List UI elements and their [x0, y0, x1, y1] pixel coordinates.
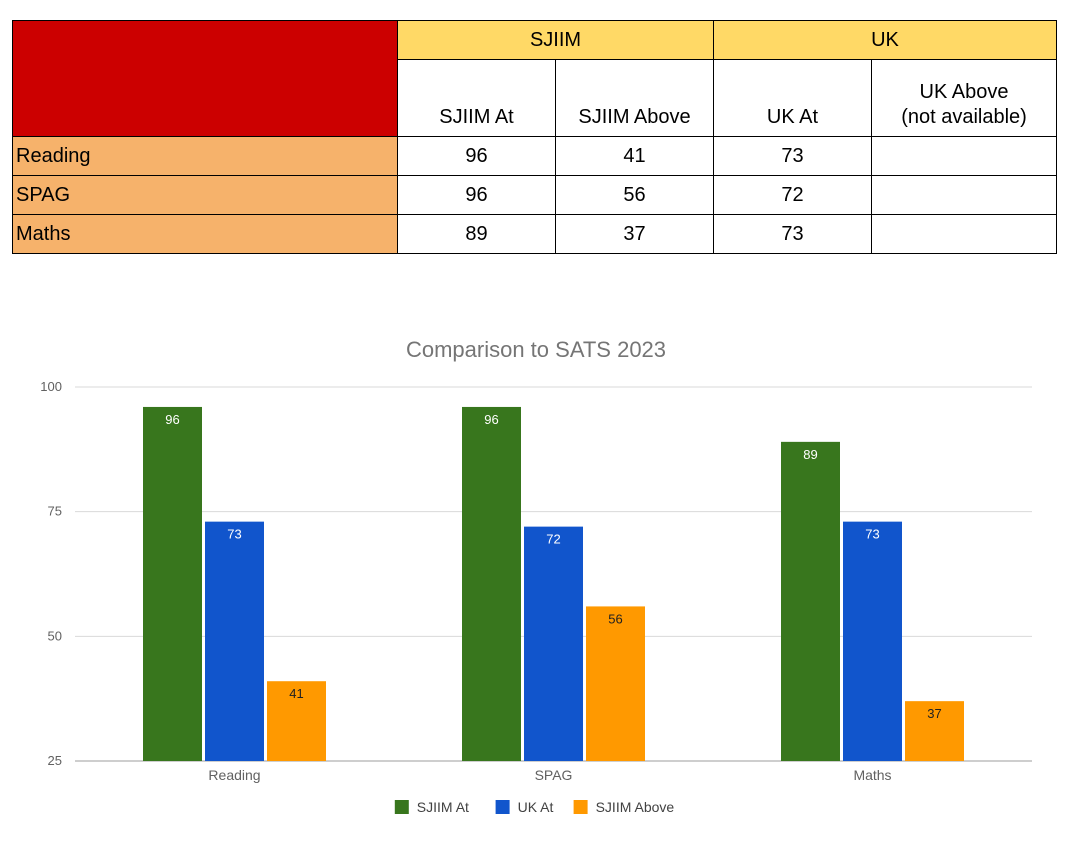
legend-label: SJIIM At	[417, 799, 469, 815]
column-header: UK Above (not available)	[871, 59, 1057, 137]
column-header: SJIIM At	[397, 59, 556, 137]
bar-value-label: 37	[927, 706, 941, 721]
table-row: SPAG 96 56 72	[12, 175, 1057, 215]
x-category-label: Reading	[208, 767, 260, 783]
legend-swatch	[394, 800, 409, 814]
bar	[781, 441, 840, 761]
column-header: SJIIM Above	[555, 59, 714, 137]
bar-value-label: 89	[803, 447, 817, 462]
bar	[267, 681, 326, 761]
x-category-label: Maths	[853, 767, 891, 783]
bar-value-label: 73	[865, 527, 879, 542]
bar-chart: Comparison to SATS 2023 25 50 75 100 96 73 41…	[40, 337, 1032, 815]
legend-swatch	[573, 800, 588, 814]
table-cell: 41	[555, 136, 714, 176]
bar-value-label: 72	[546, 532, 560, 547]
row-label: Reading	[12, 136, 398, 176]
legend-label: SJIIM Above	[596, 799, 675, 815]
table-cell	[871, 175, 1057, 215]
y-axis-ticks: 25 50 75 100	[40, 379, 62, 768]
y-tick-label: 25	[48, 753, 62, 768]
table-cell: 72	[713, 175, 872, 215]
table-row: Maths 89 37 73	[12, 214, 1057, 254]
chart-legend: SJIIM At UK At SJIIM Above	[394, 799, 675, 815]
bar-value-label: 73	[227, 527, 241, 542]
table-cell: 89	[397, 214, 556, 254]
table-column-header-row: SJIIM At SJIIM Above UK At UK Above (not…	[13, 59, 1057, 137]
chart-bars	[143, 406, 964, 761]
group-header-sjiim: SJIIM	[397, 20, 714, 60]
row-label: Maths	[12, 214, 398, 254]
bar	[905, 701, 964, 761]
bar	[205, 521, 264, 761]
y-tick-label: 50	[48, 628, 62, 643]
bar	[843, 521, 902, 761]
group-header-uk: UK	[713, 20, 1057, 60]
bar	[462, 406, 521, 761]
bar-value-label: 96	[484, 412, 498, 427]
table-cell: 73	[713, 214, 872, 254]
chart-bar-labels: 96 73 41 96 72 56 89 73 37	[165, 412, 941, 721]
chart-title: Comparison to SATS 2023	[406, 337, 666, 362]
bar-value-label: 56	[608, 611, 622, 626]
bar-value-label: 96	[165, 412, 179, 427]
bar	[524, 526, 583, 761]
table-cell	[871, 214, 1057, 254]
y-tick-label: 100	[40, 379, 62, 394]
table-cell	[871, 136, 1057, 176]
table-cell: 73	[713, 136, 872, 176]
bar	[586, 606, 645, 761]
table-corner-cell	[12, 20, 398, 137]
table-row: Reading 96 41 73	[12, 136, 1057, 176]
table-cell: 56	[555, 175, 714, 215]
legend-label: UK At	[518, 799, 554, 815]
table-cell: 37	[555, 214, 714, 254]
x-category-label: SPAG	[535, 767, 573, 783]
y-tick-label: 75	[48, 504, 62, 519]
table-group-header-row: SJIIM UK	[12, 20, 1057, 137]
bar	[143, 406, 202, 761]
column-header: UK At	[713, 59, 872, 137]
x-axis-categories: Reading SPAG Maths	[208, 767, 891, 783]
legend-swatch	[495, 800, 510, 814]
row-label: SPAG	[12, 175, 398, 215]
results-table: SJIIM UK SJIIM At SJIIM Above UK At UK A…	[12, 20, 1057, 254]
table-cell: 96	[397, 175, 556, 215]
bar-value-label: 41	[289, 686, 303, 701]
table-cell: 96	[397, 136, 556, 176]
